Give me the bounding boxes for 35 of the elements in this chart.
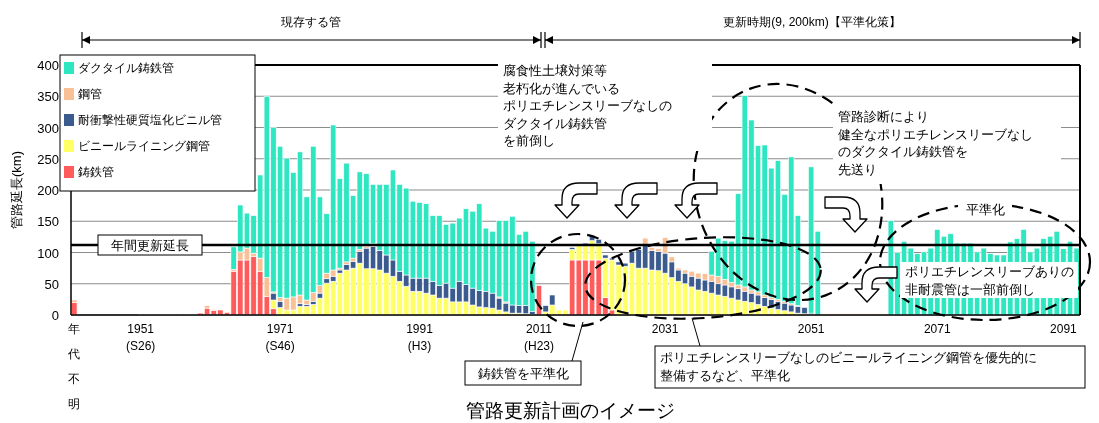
legend-label: ダクタイル鋳鉄管	[78, 62, 174, 74]
x-tick-label: 2071	[923, 322, 951, 336]
y-tick-label: 200	[37, 183, 59, 198]
legend-label: 耐衝撃性硬質塩化ビニル管	[78, 114, 222, 127]
legend-label: ビニールライニング鋼管	[78, 140, 210, 152]
y-tick-label: 150	[37, 214, 59, 230]
x-tick-label: 2031	[651, 322, 679, 336]
y-tick-label: 0	[51, 308, 59, 323]
annotation: ポリエチレンスリーブありの非耐震管は一部前倒し	[900, 262, 1078, 298]
annotation: 更新時期(9, 200km)【平準化策】	[544, 15, 1081, 49]
x-tick-label: 1971 (S46)	[265, 322, 295, 353]
annotation: 管路診断により健全なポリエチレンスリーブなしのダクタイル鋳鉄管を先送り	[838, 109, 1033, 177]
x-tick-label: 2051	[797, 322, 825, 336]
annotation: 平準化	[958, 202, 1012, 219]
annotation: 腐食性土壌対策等老朽化が進んでいるポリエチレンスリーブなしのダクタイル鋳鉄管を前倒し	[498, 61, 712, 151]
x-tick-label: 1991 (H3)	[406, 322, 434, 353]
y-tick-label: 250	[37, 151, 59, 167]
y-tick-label: 300	[37, 120, 59, 136]
x-tick-label: 2011 (H23)	[523, 322, 554, 353]
ref-line-label: 年間更新延長	[111, 238, 189, 253]
annotation: 平準化	[965, 202, 1005, 217]
annotation: 現存する管	[81, 15, 542, 49]
x-tick-label: 1951 (S26)	[126, 322, 156, 353]
y-tick-label: 350	[37, 89, 59, 105]
text: 管路更新計画のイメージ	[465, 400, 675, 421]
y-tick-label: 400	[37, 58, 59, 73]
y-axis-title: 管路延長(km)	[9, 151, 24, 229]
y-tick-label: 100	[37, 245, 59, 261]
annotation: 腐食性土壌対策等老朽化が進んでいるポリエチレンスリーブなしのダクタイル鋳鉄管を前倒し	[503, 63, 672, 148]
annotation: 管路診断により健全なポリエチレンスリーブなしのダクタイル鋳鉄管を先送り	[833, 106, 1061, 184]
x-tick-label: 年代不明	[67, 322, 81, 411]
y-tick-label: 50	[44, 276, 59, 292]
x-tick-label: 2091	[1050, 322, 1078, 336]
legend-label: 鋼管	[78, 88, 102, 100]
legend-label: 鋳鉄管	[78, 166, 114, 178]
